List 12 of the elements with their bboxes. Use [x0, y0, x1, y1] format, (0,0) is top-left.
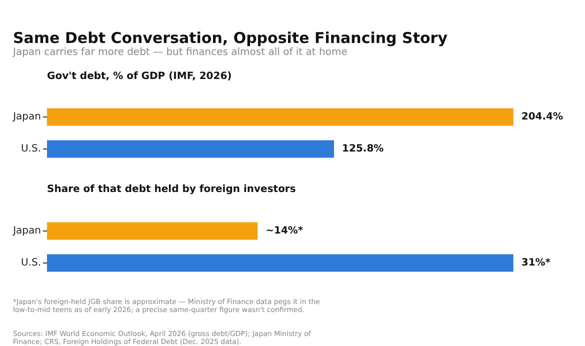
chart-title: Share of that debt held by foreign investors — [47, 184, 296, 195]
chart-subtitle: Japan carries far more debt — but finances almost all of it at home — [13, 47, 348, 58]
y-tick-label: Japan — [12, 112, 41, 123]
data-label: ~14%* — [266, 226, 304, 237]
y-tick-label: U.S. — [20, 144, 41, 155]
data-label: 204.4% — [521, 112, 564, 123]
chart-title: Same Debt Conversation, Opposite Financing Story — [13, 29, 448, 47]
y-tick-label: Japan — [12, 226, 41, 237]
text: Gov't debt, % of GDP (IMF, 2026) — [47, 71, 232, 82]
data-label: 125.8% — [342, 144, 384, 155]
y-tick-label: U.S. — [20, 258, 41, 269]
data-label: 31%* — [521, 258, 552, 269]
